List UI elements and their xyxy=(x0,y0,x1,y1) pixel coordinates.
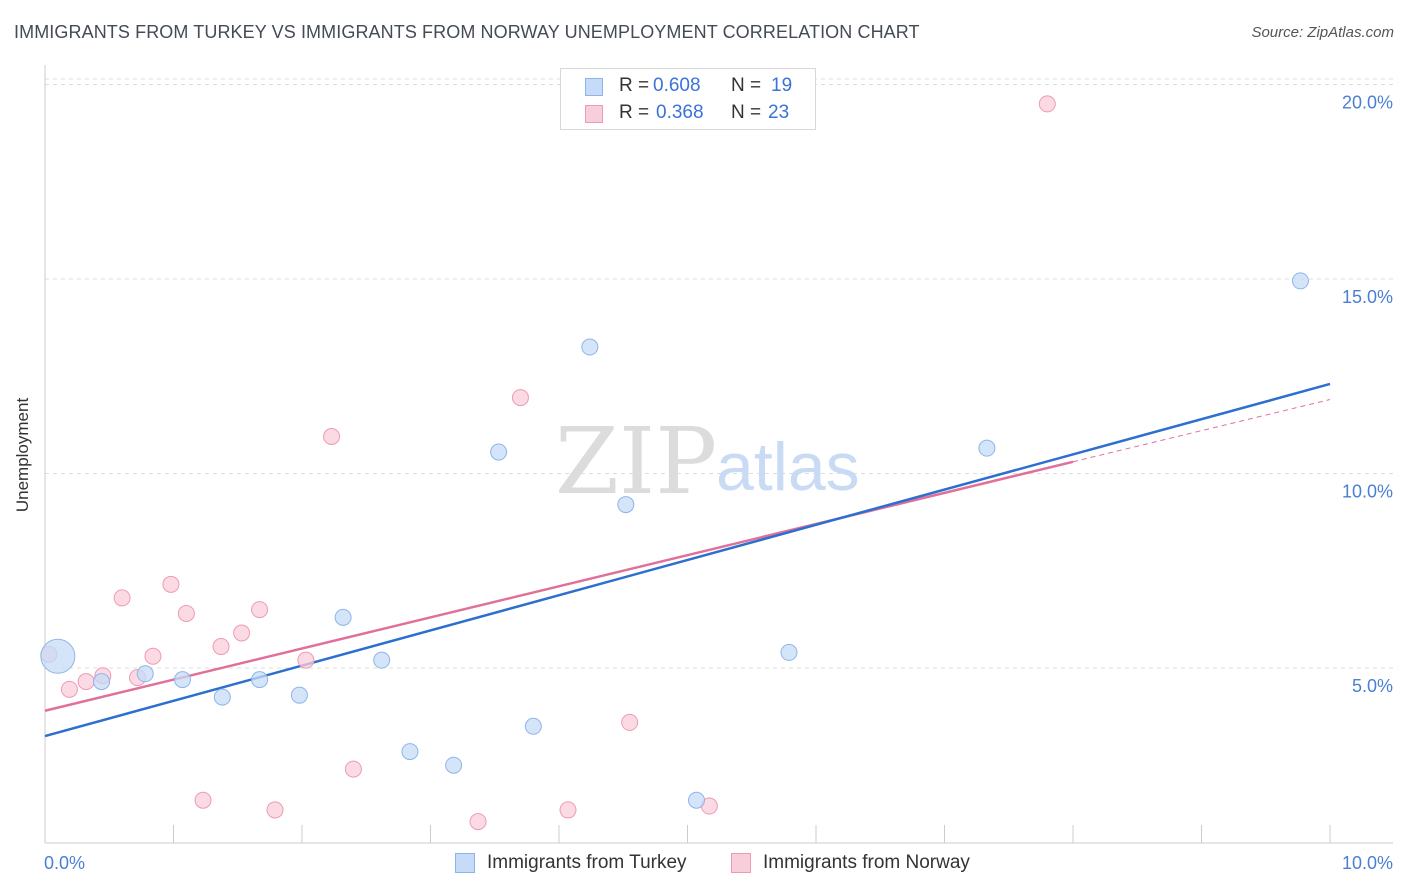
turkey-point xyxy=(373,651,391,669)
turkey-legend-label: Immigrants from Turkey xyxy=(487,852,687,873)
norway-point xyxy=(77,673,95,691)
turkey-point xyxy=(401,743,419,761)
turkey-point xyxy=(490,443,508,461)
turkey-point xyxy=(1291,272,1309,290)
turkey-point xyxy=(251,671,269,689)
norway-point xyxy=(323,427,341,445)
norway-point xyxy=(113,589,131,607)
norway-point xyxy=(559,801,577,819)
norway-trend-extension xyxy=(1072,399,1331,463)
legend-r-value: 0.608 xyxy=(653,75,701,96)
turkey-point xyxy=(40,638,76,674)
x-tick-label: 10.0% xyxy=(1342,853,1393,873)
norway-point xyxy=(212,638,230,656)
norway-point xyxy=(162,575,180,593)
x-tick-label: 0.0% xyxy=(44,853,85,873)
chart-title: IMMIGRANTS FROM TURKEY VS IMMIGRANTS FRO… xyxy=(14,22,920,42)
turkey-point xyxy=(978,439,996,457)
norway-point xyxy=(469,813,487,831)
norway-point xyxy=(233,624,251,642)
legend-r-label: R = xyxy=(619,75,650,96)
norway-point xyxy=(177,604,195,622)
stats-legend: R = 0.608 N = 19 R = 0.368 N = 23 xyxy=(560,68,816,130)
turkey-point xyxy=(173,671,191,689)
turkey-point xyxy=(136,665,154,683)
legend-n-label: N = xyxy=(731,102,762,123)
norway-point xyxy=(194,791,212,809)
watermark-atlas: atlas xyxy=(716,429,860,505)
norway-point xyxy=(251,601,269,619)
turkey-legend-swatch xyxy=(455,853,475,873)
turkey-point xyxy=(334,608,352,626)
norway-point xyxy=(621,713,639,731)
turkey-point xyxy=(687,791,705,809)
source-label: Source: ZipAtlas.com xyxy=(1251,24,1394,41)
legend-r-label: R = xyxy=(619,102,650,123)
norway-point xyxy=(297,651,315,669)
scatter-points xyxy=(40,95,1309,831)
norway-legend-swatch xyxy=(731,853,751,873)
turkey-point xyxy=(213,688,231,706)
legend-n-value: 19 xyxy=(771,75,793,96)
legend-r-value: 0.368 xyxy=(656,102,704,123)
norway-point xyxy=(344,760,362,778)
norway-legend-label: Immigrants from Norway xyxy=(763,852,970,873)
norway-trend-line xyxy=(44,460,1074,712)
y-axis-title: Unemployment xyxy=(13,398,32,513)
turkey-point xyxy=(581,338,599,356)
legend-n-label: N = xyxy=(731,75,762,96)
watermark-zip: ZIP xyxy=(555,408,717,515)
tick-labels: 5.0% 10.0% 15.0% 20.0% 0.0% 10.0% xyxy=(44,92,1393,873)
y-tick-label: 20.0% xyxy=(1342,92,1393,112)
norway-swatch xyxy=(585,105,603,123)
y-tick-label: 10.0% xyxy=(1342,481,1393,501)
grid-lines xyxy=(44,65,1393,844)
y-tick-label: 5.0% xyxy=(1352,676,1393,696)
watermark: ZIP atlas xyxy=(555,408,860,515)
turkey-point xyxy=(445,756,463,774)
turkey-point xyxy=(617,496,635,514)
turkey-point xyxy=(780,643,798,661)
turkey-point xyxy=(93,673,111,691)
norway-point xyxy=(144,647,162,665)
legend-n-value: 23 xyxy=(768,102,790,123)
norway-point xyxy=(1038,95,1056,113)
turkey-point xyxy=(524,717,542,735)
norway-point xyxy=(511,389,529,407)
turkey-swatch xyxy=(585,78,603,96)
norway-point xyxy=(266,801,284,819)
norway-point xyxy=(60,680,78,698)
turkey-point xyxy=(290,686,308,704)
y-tick-label: 15.0% xyxy=(1342,287,1393,307)
